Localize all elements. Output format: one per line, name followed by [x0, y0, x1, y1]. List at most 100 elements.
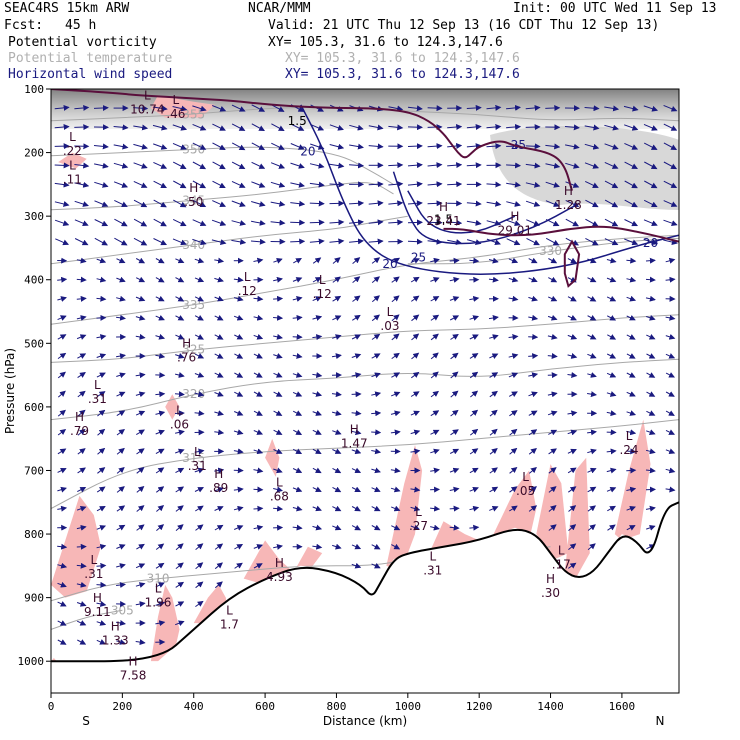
wind-vector [469, 334, 479, 340]
wind-vector [528, 353, 539, 360]
terrain-fill [51, 502, 679, 693]
wind-vector [136, 485, 145, 493]
wind-vector [192, 199, 207, 208]
wind-vector [565, 162, 580, 169]
wind-vector [371, 314, 380, 322]
wind-vector [607, 505, 616, 512]
wind-vector [175, 295, 185, 302]
wind-vector [172, 218, 187, 227]
wind-vector [584, 143, 600, 150]
x-axis-label: Distance (km) [323, 714, 407, 728]
extremum-low: L.11 [63, 159, 82, 187]
wind-vector [450, 429, 459, 436]
wind-vector [449, 505, 460, 512]
wind-vector [565, 199, 580, 208]
wind-vector [290, 200, 306, 207]
wind-vector [57, 620, 67, 626]
pv-shaded-area [493, 470, 537, 541]
wind-vector [585, 237, 599, 246]
wind-vector [234, 544, 244, 550]
pv-contour-1-5-lower [443, 225, 679, 243]
wind-vector [646, 524, 656, 531]
wind-vector [175, 448, 185, 455]
wind-vector [214, 257, 225, 264]
wind-vector [172, 142, 187, 150]
wind-vector [450, 352, 459, 360]
wind-vector [175, 486, 185, 493]
extremum-low: L.12 [313, 273, 332, 301]
extremum-letter: L [173, 93, 180, 107]
wind-vector [329, 238, 345, 245]
wind-vector [54, 124, 70, 130]
wind-vector [663, 161, 678, 170]
wind-vector [548, 448, 557, 455]
wind-vector [528, 429, 538, 436]
wind-vector [587, 467, 597, 474]
wind-vector [54, 104, 70, 111]
wind-vector [214, 506, 224, 512]
wind-vector [155, 467, 165, 474]
wind-vector [547, 391, 558, 398]
wind-vector [231, 200, 246, 207]
wind-vector [351, 524, 361, 531]
y-tick-label: 900 [24, 592, 44, 605]
wind-vector [349, 219, 364, 226]
wind-vector [466, 104, 482, 111]
extremum-letter: H [546, 572, 555, 586]
wind-vector [545, 237, 560, 246]
wind-vector [192, 219, 207, 227]
extremum-letter: L [94, 378, 101, 392]
extremum-value: .89 [209, 481, 228, 495]
wind-vector [116, 582, 126, 588]
wind-vector [646, 353, 656, 359]
wind-vector [411, 295, 420, 302]
wind-vector [74, 238, 89, 246]
wind-vector [116, 620, 126, 626]
wind-vector [113, 162, 129, 169]
wind-vector [489, 447, 498, 455]
wind-vector [548, 505, 557, 512]
wind-vector [156, 524, 165, 531]
extremum-letter: H [439, 200, 448, 214]
extremum-low: L.03 [380, 305, 399, 333]
wind-vector [192, 161, 207, 170]
wind-vector [116, 486, 125, 493]
wind-vector [312, 372, 323, 378]
wind-vector [411, 333, 420, 341]
wind-vector [626, 448, 637, 455]
wind-vector [273, 295, 284, 302]
wind-vector [113, 181, 129, 188]
wind-vector [76, 601, 87, 607]
wind-vector [270, 219, 286, 226]
wind-vector [253, 314, 264, 321]
wind-vector [253, 448, 264, 455]
wind-vector [663, 219, 678, 226]
wind-vector [626, 276, 637, 283]
extremum-letter: L [194, 445, 201, 459]
wind-vector [175, 276, 185, 283]
wind-vector [292, 372, 303, 378]
wind-vector [155, 295, 165, 302]
wind-contour-label: 20 [382, 257, 397, 271]
pv-contour-loop [563, 239, 581, 288]
wind-vector [349, 238, 364, 245]
wind-vector [427, 162, 443, 169]
wind-vector [466, 239, 482, 245]
wind-vector [195, 543, 204, 550]
wind-vector [508, 372, 519, 379]
wind-vector [665, 410, 675, 416]
wind-vector [175, 620, 185, 627]
extremum-high: H.50 [184, 181, 203, 209]
wind-vector [391, 257, 401, 264]
wind-vector [665, 257, 676, 264]
wind-vector [234, 334, 244, 340]
wind-vector [506, 104, 521, 111]
wind-vector [76, 276, 87, 283]
wind-vector [486, 200, 502, 207]
wind-vector [312, 448, 322, 454]
wind-vector [76, 543, 87, 550]
theta-contour-label: 320 [182, 387, 205, 401]
wind-vector [643, 238, 659, 246]
wind-vector [466, 143, 482, 150]
